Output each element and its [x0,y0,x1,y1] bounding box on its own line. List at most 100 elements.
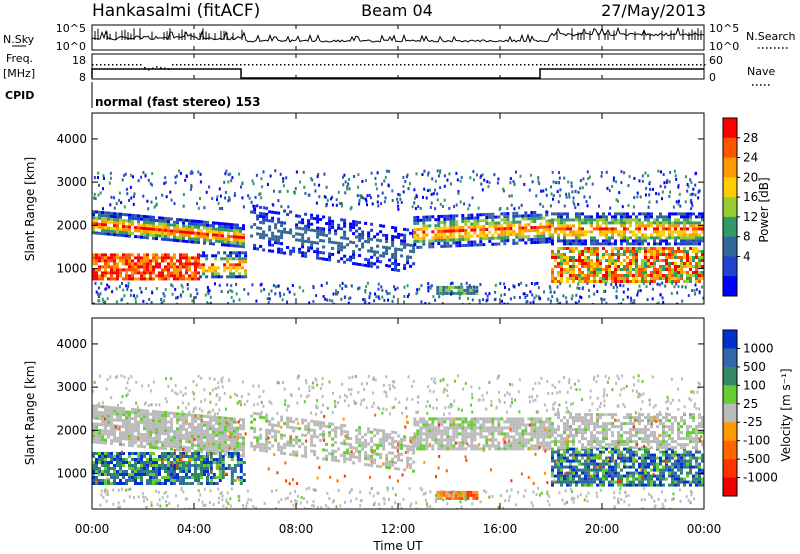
power-cell [185,259,188,263]
velocity-cell [464,441,468,445]
velocity-cell [164,470,167,473]
velocity-cell [331,422,335,426]
power-cell [110,217,113,221]
velocity-cell [343,457,347,461]
power-cell [701,215,704,219]
velocity-cell [173,467,176,470]
velocity-cell [422,438,426,442]
power-cell [146,236,149,240]
power-cell [122,234,125,237]
power-cell [107,262,110,266]
velocity-cell [289,452,293,456]
power-cell [614,262,617,265]
power-cell [608,274,611,277]
velocity-cell [233,444,236,448]
power-cell [676,291,679,295]
power-cell [358,227,362,230]
power-cell [406,173,409,177]
power-cell [668,215,671,219]
velocity-cell [218,446,221,450]
power-cell [520,281,523,285]
power-cell [446,217,450,221]
velocity-cell [455,432,459,436]
velocity-cell [370,439,374,443]
velocity-cell [137,482,140,485]
power-cell [482,228,486,232]
power-cell [482,213,486,217]
power-cell [611,277,614,280]
power-cell [221,228,224,232]
power-cell [188,277,191,281]
nave-dot [260,64,262,66]
velocity-cell [170,461,173,464]
velocity-cell [200,458,203,461]
power-cell [422,233,426,237]
power-cell [581,271,584,274]
power-cell [521,232,525,236]
velocity-cell [194,443,197,447]
velocity-cell [155,422,158,426]
power-cell [253,223,257,226]
power-cell [143,224,146,227]
power-cell [659,233,662,237]
velocity-cell [101,429,104,433]
power-cell [244,260,248,264]
velocity-cell [434,435,438,439]
velocity-cell [209,448,212,452]
velocity-cell [253,427,257,430]
power-cell [148,298,151,301]
power-cell [262,233,266,237]
power-cell [179,253,182,257]
power-cell [140,277,143,281]
velocity-cell [170,452,173,455]
power-cell [480,174,483,178]
power-cell [582,177,585,181]
power-cell [551,277,554,280]
velocity-cell [158,473,161,476]
velocity-cell [119,470,122,473]
power-cell [388,246,392,250]
power-cell [683,239,686,243]
power-cell [551,295,554,299]
power-cell [455,214,459,218]
nave-dot [592,64,594,66]
power-cell [194,225,197,229]
velocity-cell [236,452,240,455]
power-cell [539,216,543,220]
power-cell [503,293,506,296]
power-cell [197,223,200,226]
power-cell [479,225,483,229]
power-cell [665,259,668,262]
power-cell [239,235,242,239]
velocity-cell [370,436,374,440]
power-cell [503,218,507,222]
power-cell [686,189,689,193]
nave-dot [584,64,586,66]
power-cell [443,244,447,248]
velocity-cell [230,473,234,476]
nave-dot [600,64,602,66]
power-cell [182,221,185,225]
velocity-cell [191,455,194,458]
power-cell [695,227,698,231]
velocity-cell [425,432,429,436]
velocity-cell [236,476,240,479]
power-cell [629,230,632,234]
velocity-cell [194,458,197,461]
power-cell [131,253,134,257]
power-cell [581,230,584,234]
velocity-cell [310,440,314,444]
power-cell [686,259,689,262]
power-cell [209,239,212,243]
power-cell [443,184,446,188]
power-cell [382,245,386,249]
velocity-cell [209,467,213,470]
velocity-cell [170,417,173,421]
velocity-cell [146,464,149,467]
velocity-cell [431,444,435,448]
power-cell [476,213,480,217]
power-cell [207,292,210,296]
velocity-cell [319,433,323,436]
power-cell [638,218,641,222]
power-cell [170,223,173,227]
